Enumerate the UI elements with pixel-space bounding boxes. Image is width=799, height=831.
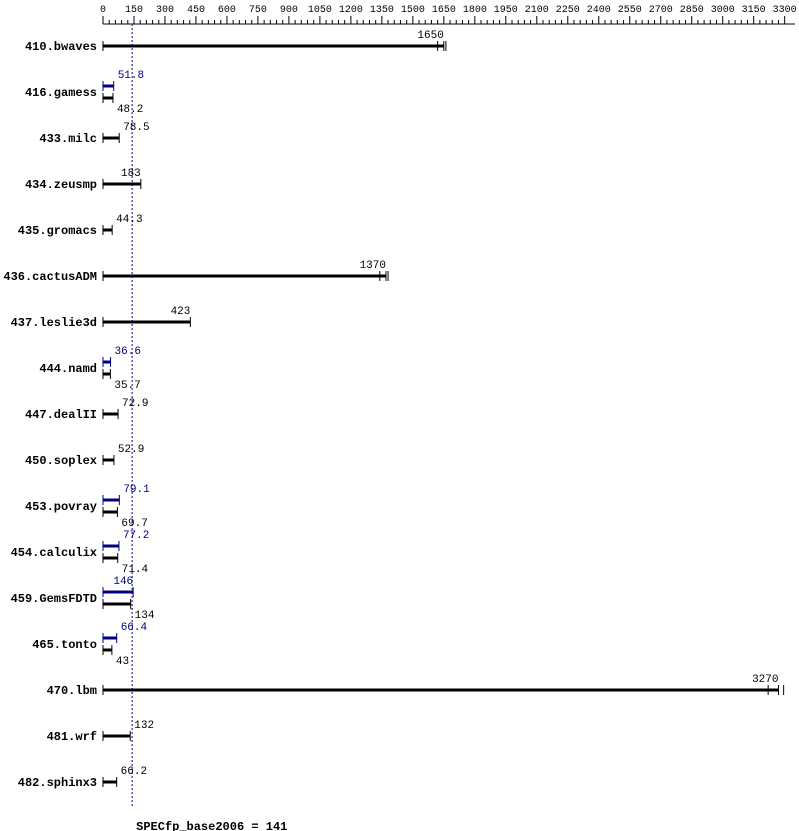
peak-value-label: 36.6 [115,346,141,358]
axis-tick-label: 1500 [401,5,425,16]
axis-tick-label: 3300 [773,5,797,16]
base-value-label: 66.2 [121,766,147,778]
axis-tick-label: 2400 [587,5,611,16]
axis-tick-label: 2100 [525,5,549,16]
base-value-label: 423 [171,306,191,318]
peak-value-label: 66.4 [121,622,148,634]
axis-tick-label: 750 [249,5,267,16]
base-value-label: 48.2 [117,104,143,116]
axis-tick-label: 450 [187,5,205,16]
benchmark-label: 454.calculix [11,546,97,560]
axis-tick-label: 0 [100,5,106,16]
benchmark-label: 459.GemsFDTD [11,592,97,606]
spec-chart: 0 150 300 450 600 750 900 1050 1200 1350 1500 1650 1… [0,0,799,831]
axis-tick-label: 2250 [556,5,580,16]
benchmark-label: 470.lbm [47,684,97,698]
axis-tick-label: 900 [280,5,298,16]
benchmark-label: 434.zeusmp [25,178,97,192]
axis-tick-label: 1650 [432,5,456,16]
peak-value-label: 146 [113,576,133,588]
base-value-label: 35.7 [114,380,140,392]
axis-tick-label: 1050 [308,5,332,16]
axis-tick-label: 2700 [649,5,673,16]
benchmark-label: 410.bwaves [25,40,97,54]
benchmark-label: 482.sphinx3 [18,776,97,790]
axis-tick-label: 3150 [742,5,766,16]
benchmark-label: 437.leslie3d [11,316,97,330]
benchmark-label: 453.povray [25,500,97,514]
axis-tick-label: 3000 [711,5,735,16]
base-value-label: 69.7 [121,518,147,530]
axis-tick-label: 1350 [370,5,394,16]
peak-value-label: 77.2 [123,530,149,542]
axis-tick-label: 2550 [618,5,642,16]
base-value-label: 43 [116,656,129,668]
base-value-label: 132 [134,720,154,732]
axis-tick-label: 1950 [494,5,518,16]
base-value-label: 134 [135,610,155,622]
peak-value-label: 79.1 [123,484,150,496]
axis-tick-label: 1200 [339,5,363,16]
base-value-label: 44.3 [116,214,142,226]
benchmark-label: 436.cactusADM [3,270,97,284]
benchmark-label: 465.tonto [32,638,97,652]
base-value-label: 1370 [360,260,386,272]
peak-value-label: 51.8 [118,70,144,82]
axis-tick-label: 300 [156,5,174,16]
benchmark-label: 435.gromacs [18,224,97,238]
base-value-label: 78.5 [123,122,149,134]
axis-tick-label: 2850 [680,5,704,16]
base-value-label: 1650 [417,30,443,42]
benchmark-label: 416.gamess [25,86,97,100]
base-value-label: 3270 [752,674,778,686]
benchmark-label: 444.namd [39,362,97,376]
base-value-label: 72.9 [122,398,148,410]
axis-tick-label: 150 [125,5,143,16]
base-value-label: 183 [121,168,141,180]
base-value-label: 52.9 [118,444,144,456]
benchmark-label: 481.wrf [47,730,97,744]
benchmark-label: 450.soplex [25,454,97,468]
benchmark-label: 447.dealII [25,408,97,422]
footer-base-label: SPECfp_base2006 = 141 [136,820,287,831]
base-value-label: 71.4 [122,564,149,576]
benchmark-label: 433.milc [39,132,97,146]
axis-tick-label: 1800 [463,5,487,16]
axis-tick-label: 600 [218,5,236,16]
